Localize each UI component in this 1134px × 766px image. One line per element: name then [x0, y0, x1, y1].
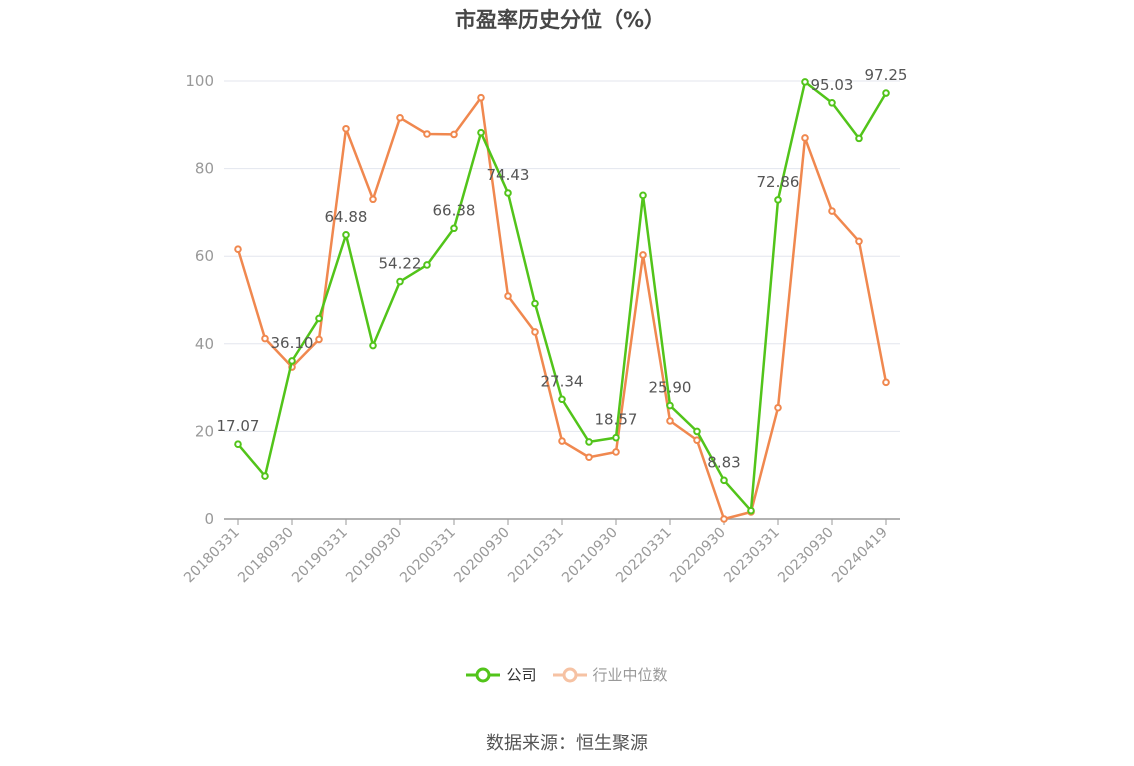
x-tick-label: 20200930	[451, 525, 513, 587]
data-point-company	[396, 277, 404, 286]
data-point-industry	[315, 335, 323, 344]
y-tick-label: 40	[195, 335, 214, 353]
y-tick-label: 100	[185, 72, 214, 90]
data-point-industry	[396, 113, 404, 122]
x-tick-label: 20220331	[613, 525, 675, 587]
data-point-industry	[801, 134, 809, 142]
x-tick-label: 20200331	[397, 525, 459, 587]
data-point-industry	[477, 93, 485, 102]
data-point-industry	[369, 195, 377, 204]
data-point-industry	[261, 334, 269, 343]
y-tick-label: 0	[204, 510, 214, 528]
data-point-industry	[693, 436, 701, 444]
legend-item-company[interactable]: 公司	[466, 664, 537, 685]
data-label: 17.07	[217, 417, 260, 435]
y-tick-label: 80	[195, 160, 214, 178]
legend: 公司 行业中位数	[0, 664, 1134, 685]
data-point-industry	[774, 403, 782, 412]
data-point-company	[234, 440, 242, 449]
data-point-industry	[558, 437, 566, 445]
data-point-industry	[423, 130, 431, 138]
legend-item-industry[interactable]: 行业中位数	[552, 664, 668, 685]
x-tick-label: 20210331	[505, 525, 567, 587]
data-point-company	[450, 224, 458, 233]
data-point-company	[855, 134, 863, 143]
source-note: 数据来源：恒生聚源	[486, 733, 648, 754]
data-label: 74.43	[487, 166, 530, 184]
data-point-industry	[585, 453, 593, 462]
data-point-industry	[666, 417, 674, 425]
data-point-company	[261, 472, 269, 480]
data-label: 18.57	[595, 411, 638, 429]
data-label: 64.88	[325, 208, 368, 226]
data-point-company	[477, 128, 485, 137]
data-point-industry	[342, 124, 350, 133]
y-tick-label: 20	[195, 422, 214, 440]
data-label: 97.25	[865, 66, 908, 84]
data-point-company	[882, 89, 890, 97]
data-label: 95.03	[811, 76, 854, 94]
data-point-industry	[855, 237, 863, 246]
data-point-industry	[612, 448, 620, 456]
data-point-company	[531, 299, 539, 308]
data-label: 72.86	[757, 173, 800, 191]
grid-layer	[224, 80, 900, 432]
data-point-company	[828, 98, 836, 107]
series-layer	[234, 78, 890, 523]
data-point-company	[585, 438, 593, 446]
x-tick-label: 20180331	[181, 525, 243, 587]
legend-company-line-icon	[466, 667, 501, 682]
x-tick-label: 20230930	[775, 525, 837, 587]
data-point-company	[558, 395, 566, 404]
chart-title: 市盈率历史分位（%）	[454, 8, 666, 32]
x-tick-label: 20230331	[721, 525, 783, 587]
data-label: 54.22	[379, 255, 422, 273]
series-line-industry	[236, 96, 888, 521]
x-tick-label: 20190930	[343, 525, 405, 587]
data-point-company	[801, 78, 809, 86]
data-point-company	[315, 314, 323, 323]
legend-industry-label: 行业中位数	[592, 666, 668, 684]
data-label-layer: 17.07 36.10 64.88 54.22 66.38 74.43 27.34 18.57…	[217, 66, 908, 471]
legend-industry-line-icon	[552, 667, 587, 682]
data-point-company	[342, 231, 350, 239]
data-point-company	[369, 341, 377, 350]
x-tick-label: 20210930	[559, 525, 621, 587]
data-label: 25.90	[649, 379, 692, 397]
data-point-company	[639, 191, 647, 200]
y-tick-label: 60	[195, 247, 214, 265]
data-point-company	[720, 476, 728, 485]
data-point-industry	[234, 245, 242, 253]
data-point-industry	[720, 515, 728, 523]
x-tick-label: 20220930	[667, 525, 729, 587]
x-tick-label: 20180930	[235, 525, 297, 587]
legend-company-label: 公司	[506, 666, 537, 684]
x-tick-label: 20190331	[289, 525, 351, 587]
data-point-company	[423, 261, 431, 269]
data-point-company	[774, 196, 782, 204]
data-point-industry	[828, 207, 836, 215]
data-point-company	[288, 357, 296, 365]
data-label: 36.10	[271, 334, 314, 352]
data-point-industry	[639, 251, 647, 259]
data-point-company	[666, 401, 674, 410]
data-point-industry	[882, 378, 890, 387]
x-tick-label: 20240419	[829, 525, 891, 587]
data-point-company	[747, 506, 755, 515]
data-label: 66.38	[433, 201, 476, 219]
data-point-company	[612, 433, 620, 442]
data-point-industry	[450, 130, 458, 139]
data-label: 8.83	[707, 453, 740, 471]
axis-layer: 0 20 40 60 80 100 2018033120180930201903312019…	[181, 72, 900, 586]
data-label: 27.34	[541, 372, 584, 390]
data-point-company	[693, 427, 701, 436]
data-point-industry	[531, 328, 539, 336]
data-point-company	[504, 189, 512, 197]
data-point-industry	[504, 292, 512, 300]
